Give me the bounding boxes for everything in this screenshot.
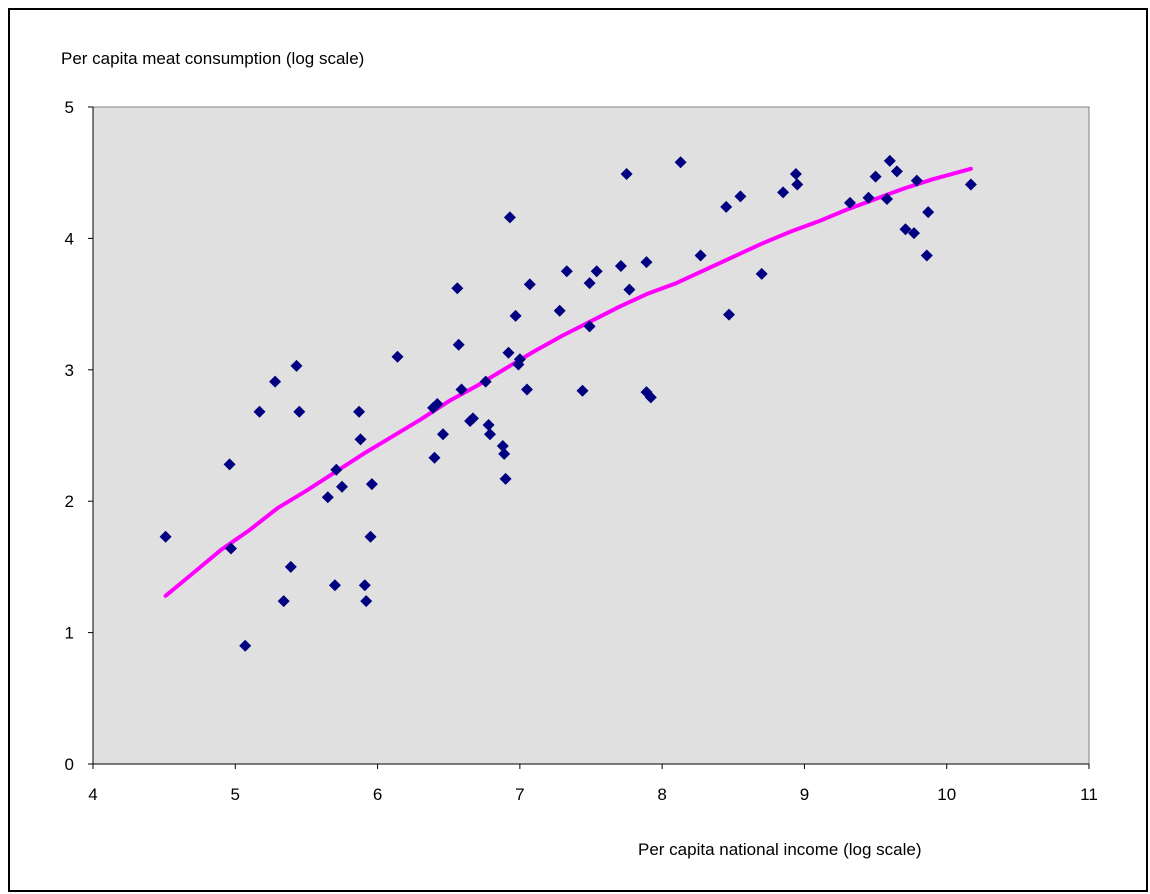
data-point [513,353,526,366]
data-point [614,260,627,272]
x-tick-label: 7 [515,785,524,804]
data-point [890,165,903,178]
data-point [964,178,977,191]
data-point [428,451,441,464]
data-point [503,211,516,224]
data-point [499,472,512,485]
y-tick-label: 2 [65,492,74,511]
data-point [862,191,875,204]
x-axis-label: Per capita national income (log scale) [638,840,922,859]
data-point [623,283,636,296]
data-point [455,383,468,396]
data-point [466,412,479,425]
data-point [791,178,804,191]
data-point [755,267,768,280]
y-tick-label: 0 [65,755,74,774]
data-point [284,560,297,573]
data-point [293,405,306,418]
data-point [482,419,495,431]
x-tick-label: 6 [373,785,382,804]
x-tick-label: 4 [88,785,97,804]
y-tick-label: 4 [65,229,74,248]
data-point [277,595,290,608]
data-point [498,447,511,460]
data-point [521,383,533,396]
data-point [576,384,589,397]
data-point [354,433,367,446]
data-point [881,193,893,205]
x-tick-label: 5 [231,785,240,804]
data-point [560,265,573,278]
data-point [225,542,237,555]
data-point [640,256,653,269]
data-point [353,405,366,418]
plot-area [92,106,1090,765]
data-point [723,308,735,321]
data-point [869,170,882,183]
data-point [431,398,444,410]
data-point [789,168,802,180]
data-point [590,265,603,278]
data-point [253,405,266,418]
y-tick-label: 3 [65,361,74,380]
trend-line [163,166,973,598]
data-point [239,639,252,652]
data-point [553,304,566,317]
data-point [523,278,536,291]
axes: 0 1 2 3 4 5 4 5 6 7 8 9 10 11 [65,98,1098,804]
data-point [321,491,334,504]
y-tick-label: 5 [65,98,74,117]
data-point [922,206,935,219]
x-tick-label: 10 [937,785,956,804]
data-point [883,154,896,167]
data-point [583,277,596,290]
data-point [844,196,856,209]
data-point [777,186,790,199]
x-tick-label: 9 [800,785,809,804]
data-point [391,350,404,363]
trend-line-layer [163,166,973,598]
data-point [269,375,282,388]
data-point [358,579,371,592]
data-point [336,480,348,493]
data-point [496,440,509,452]
data-point [694,249,707,262]
data-point [328,579,341,592]
data-point [908,227,920,240]
data-point [720,200,733,213]
data-point [479,375,492,388]
data-point [451,282,464,295]
data-point [620,168,633,180]
data-point [920,249,933,262]
data-point [159,530,172,543]
data-point [365,478,378,491]
y-axis-label: Per capita meat consumption (log scale) [61,49,365,68]
y-tick-label: 1 [65,624,74,643]
data-point [437,428,449,441]
data-point [223,458,236,471]
data-point [360,595,373,608]
data-point [644,391,657,404]
data-point [674,156,687,169]
data-point [509,309,522,322]
data-point [330,463,343,476]
data-point [364,530,377,543]
data-point [452,338,465,351]
data-point [484,428,496,441]
data-point [899,223,912,236]
data-point [290,359,303,372]
x-tick-label: 8 [657,785,666,804]
data-points-layer [159,154,977,652]
data-point [583,320,596,333]
data-point [910,174,923,187]
data-point [502,346,515,359]
x-tick-label: 11 [1080,785,1098,804]
data-point [734,190,747,203]
